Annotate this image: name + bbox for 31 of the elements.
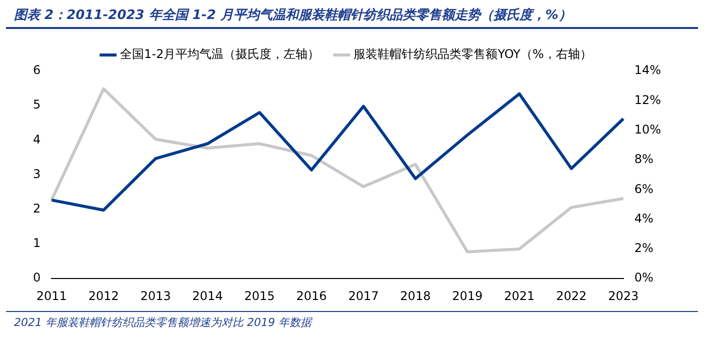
x-tick-label: 2012 <box>88 288 119 303</box>
y2-tick-label: 8% <box>634 152 654 166</box>
chart-title: 图表 2：2011-2023 年全国 1-2 月平均气温和服装鞋帽针纺织品类零售额走势（摄氏度，%） <box>6 0 698 29</box>
y2-tick-label: 14% <box>634 63 661 78</box>
y2-tick-label: 2% <box>634 241 654 256</box>
y2-tick-label: 6% <box>634 182 654 196</box>
x-tick-label: 2021 <box>504 288 535 303</box>
y-tick-label: 2 <box>32 202 41 216</box>
y-tick-label: 1 <box>32 236 41 250</box>
x-tick-label: 2018 <box>400 288 431 303</box>
x-tick-label: 2016 <box>296 288 327 303</box>
y2-tick-label: 10% <box>634 122 661 136</box>
y2-tick-label: 0% <box>634 270 654 285</box>
x-tick-label: 2017 <box>348 288 379 303</box>
y-tick-label: 6 <box>32 63 41 78</box>
y-tick-label: 4 <box>32 132 41 146</box>
x-tick-label: 2013 <box>140 288 171 303</box>
y-tick-label: 0 <box>32 270 41 285</box>
legend-label: 服装鞋帽针纺织品类零售额YOY（%，右轴） <box>354 47 592 62</box>
text: 2021 年服装鞋帽针纺织品类零售额增速为对比 2019 年数据 <box>6 311 698 333</box>
x-tick-label: 2019 <box>452 288 483 303</box>
legend-label: 全国1-2月平均气温（摄氏度，左轴） <box>120 47 320 62</box>
y-tick-label: 5 <box>32 98 41 112</box>
y2-tick-label: 12% <box>634 92 661 107</box>
x-tick-label: 2023 <box>608 288 639 303</box>
y2-tick-label: 4% <box>634 211 654 226</box>
x-tick-label: 2014 <box>192 288 223 303</box>
x-tick-label: 2022 <box>556 288 587 303</box>
x-tick-label: 2011 <box>36 288 67 303</box>
y-tick-label: 3 <box>32 166 41 181</box>
x-tick-label: 2015 <box>244 288 275 303</box>
